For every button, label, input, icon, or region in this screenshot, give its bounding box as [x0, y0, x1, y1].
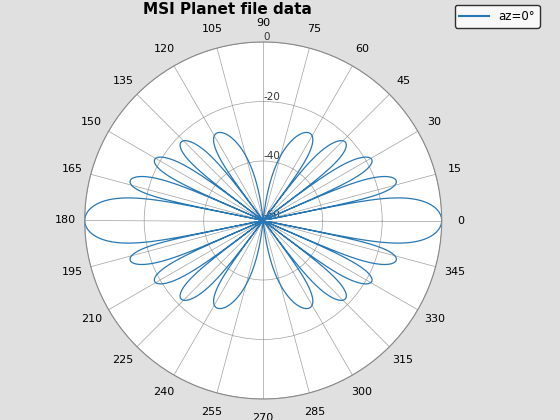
Legend: az=0°: az=0°	[455, 5, 540, 27]
Title: MSI Planet file data: MSI Planet file data	[143, 2, 312, 17]
